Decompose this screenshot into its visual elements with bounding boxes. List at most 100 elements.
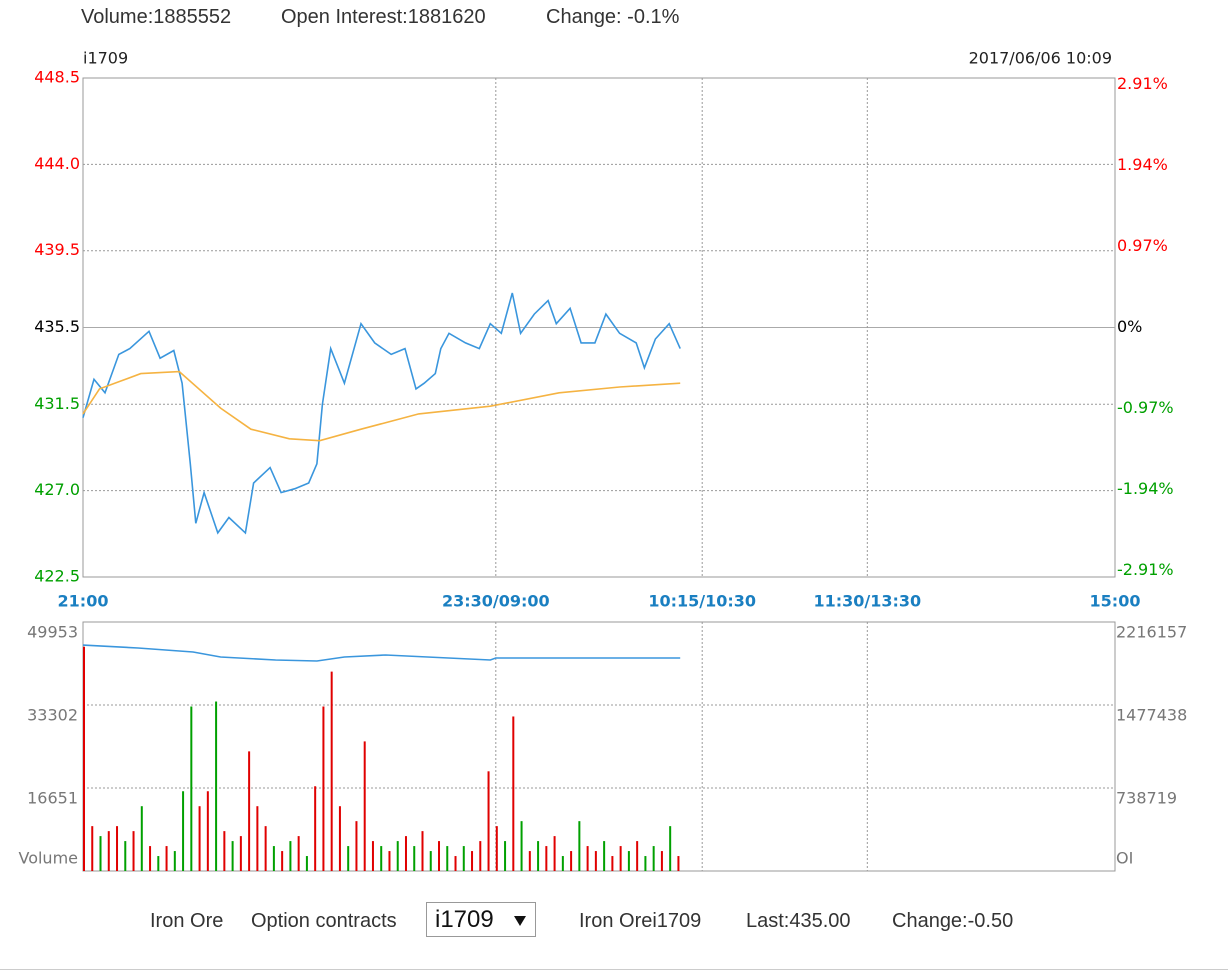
volume-bar: [677, 856, 680, 871]
volume-bar: [239, 836, 242, 871]
volume-bar: [652, 846, 655, 871]
volume-bar: [264, 826, 267, 871]
volume-bar: [272, 846, 275, 871]
volume-bar: [520, 821, 523, 871]
product: Iron Ore: [150, 910, 224, 932]
volume-bar: [297, 836, 300, 871]
volume-bar: [99, 836, 102, 871]
y-tick-label: 431.5: [34, 394, 80, 413]
volume-bar: [371, 841, 374, 871]
x-tick-label: 23:30/09:00: [442, 592, 550, 611]
volume-frame: [82, 621, 1116, 872]
oi-line: [82, 644, 681, 662]
volume-bar: [223, 831, 226, 871]
volume-bar: [330, 671, 333, 871]
last-price: Last:435.00: [746, 910, 851, 932]
volume-bar: [140, 806, 143, 871]
volume-bar: [413, 846, 416, 871]
volume-bar: [198, 806, 201, 871]
contract-select[interactable]: i1709: [426, 902, 536, 937]
volume-bar: [314, 786, 317, 871]
price-line: [82, 370, 681, 442]
volume-bar: [248, 751, 251, 871]
x-tick-label: 21:00: [58, 592, 109, 611]
y2-axis-label: OI: [1116, 849, 1133, 868]
y-tick-label: 33302: [27, 706, 78, 725]
volume-bar: [570, 851, 573, 871]
volume-bar: [454, 856, 457, 871]
y-tick-label: 444.0: [34, 154, 80, 173]
y2-tick-label: 0%: [1117, 317, 1142, 336]
price-line: [82, 292, 681, 535]
volume-bar: [107, 831, 110, 871]
y2-tick-label: 738719: [1116, 789, 1177, 808]
volume-bar: [421, 831, 424, 871]
volume-bar: [215, 701, 218, 871]
volume-bar: [537, 841, 540, 871]
volume-bar: [545, 846, 548, 871]
volume-bar: [322, 706, 325, 871]
volume-bar: [132, 831, 135, 871]
volume-bar: [363, 741, 366, 871]
x-tick-label: 11:30/13:30: [813, 592, 921, 611]
volume-bar: [553, 836, 556, 871]
volume-bar: [619, 846, 622, 871]
volume-bar: [512, 716, 515, 871]
volume-bar: [289, 841, 292, 871]
volume-bar: [380, 846, 383, 871]
volume-bar: [660, 851, 663, 871]
y-tick-label: 448.5: [34, 68, 80, 87]
option-label: Option contracts: [251, 910, 397, 932]
x-tick-label: 15:00: [1090, 592, 1141, 611]
volume-bar: [388, 851, 391, 871]
volume-bar: [462, 846, 465, 871]
y2-tick-label: 2.91%: [1117, 74, 1168, 93]
volume-bar: [173, 851, 176, 871]
volume-bar: [479, 841, 482, 871]
volume-bar: [305, 856, 308, 871]
volume-bar: [495, 826, 498, 871]
chart: i1709 2017/06/06 10:09 448.5 444.0 439.5 43…: [18, 49, 1187, 872]
quote-change: Change:-0.50: [892, 910, 1014, 932]
volume-bar: [561, 856, 564, 871]
symbol: i1709: [83, 49, 128, 68]
volume-bar: [338, 806, 341, 871]
volume-bar: [347, 846, 350, 871]
volume-bar: [644, 856, 647, 871]
volume-bar: [594, 851, 597, 871]
volume-bar: [636, 841, 639, 871]
y2-tick-label: 0.97%: [1117, 236, 1168, 255]
y-tick-label: 427.0: [34, 480, 80, 499]
y-tick-label: 435.5: [34, 317, 80, 336]
volume-bar: [206, 791, 209, 871]
volume-bar: [124, 841, 127, 871]
volume-bar: [256, 806, 259, 871]
y-tick-label: 422.5: [34, 567, 80, 586]
volume-bar: [190, 706, 193, 871]
open-interest-text: Open Interest:1881620: [281, 6, 486, 28]
selected-contract: i1709: [435, 906, 494, 933]
volume-text: Volume:1885552: [81, 6, 232, 28]
volume-bar: [231, 841, 234, 871]
volume-bar: [182, 791, 185, 871]
volume-bar: [611, 856, 614, 871]
volume-bar: [355, 821, 358, 871]
y2-tick-label: 1.94%: [1117, 155, 1168, 174]
volume-bar: [165, 846, 168, 871]
volume-bar: [396, 841, 399, 871]
volume-bar: [404, 836, 407, 871]
volume-bar: [603, 841, 606, 871]
y2-tick-label: 1477438: [1116, 706, 1187, 725]
y2-tick-label: -2.91%: [1117, 560, 1174, 579]
volume-bar: [91, 826, 94, 871]
timestamp: 2017/06/06 10:09: [969, 49, 1112, 68]
divider: [0, 969, 1228, 970]
quote-name: Iron Orei1709: [579, 910, 702, 932]
y-tick-label: 16651: [27, 789, 78, 808]
volume-bar: [487, 771, 490, 871]
volume-bar: [281, 851, 284, 871]
volume-bar: [504, 841, 507, 871]
volume-bar: [528, 851, 531, 871]
y2-tick-label: 2216157: [1116, 623, 1187, 642]
